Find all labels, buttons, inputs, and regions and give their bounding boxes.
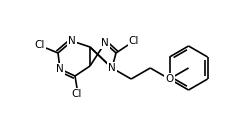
Text: N: N [108,63,116,73]
Text: Cl: Cl [72,89,82,99]
Text: O: O [165,74,174,84]
Text: Cl: Cl [35,40,45,50]
Text: N: N [56,64,64,74]
Text: N: N [101,38,109,48]
Text: Cl: Cl [129,36,139,46]
Text: N: N [68,36,76,46]
